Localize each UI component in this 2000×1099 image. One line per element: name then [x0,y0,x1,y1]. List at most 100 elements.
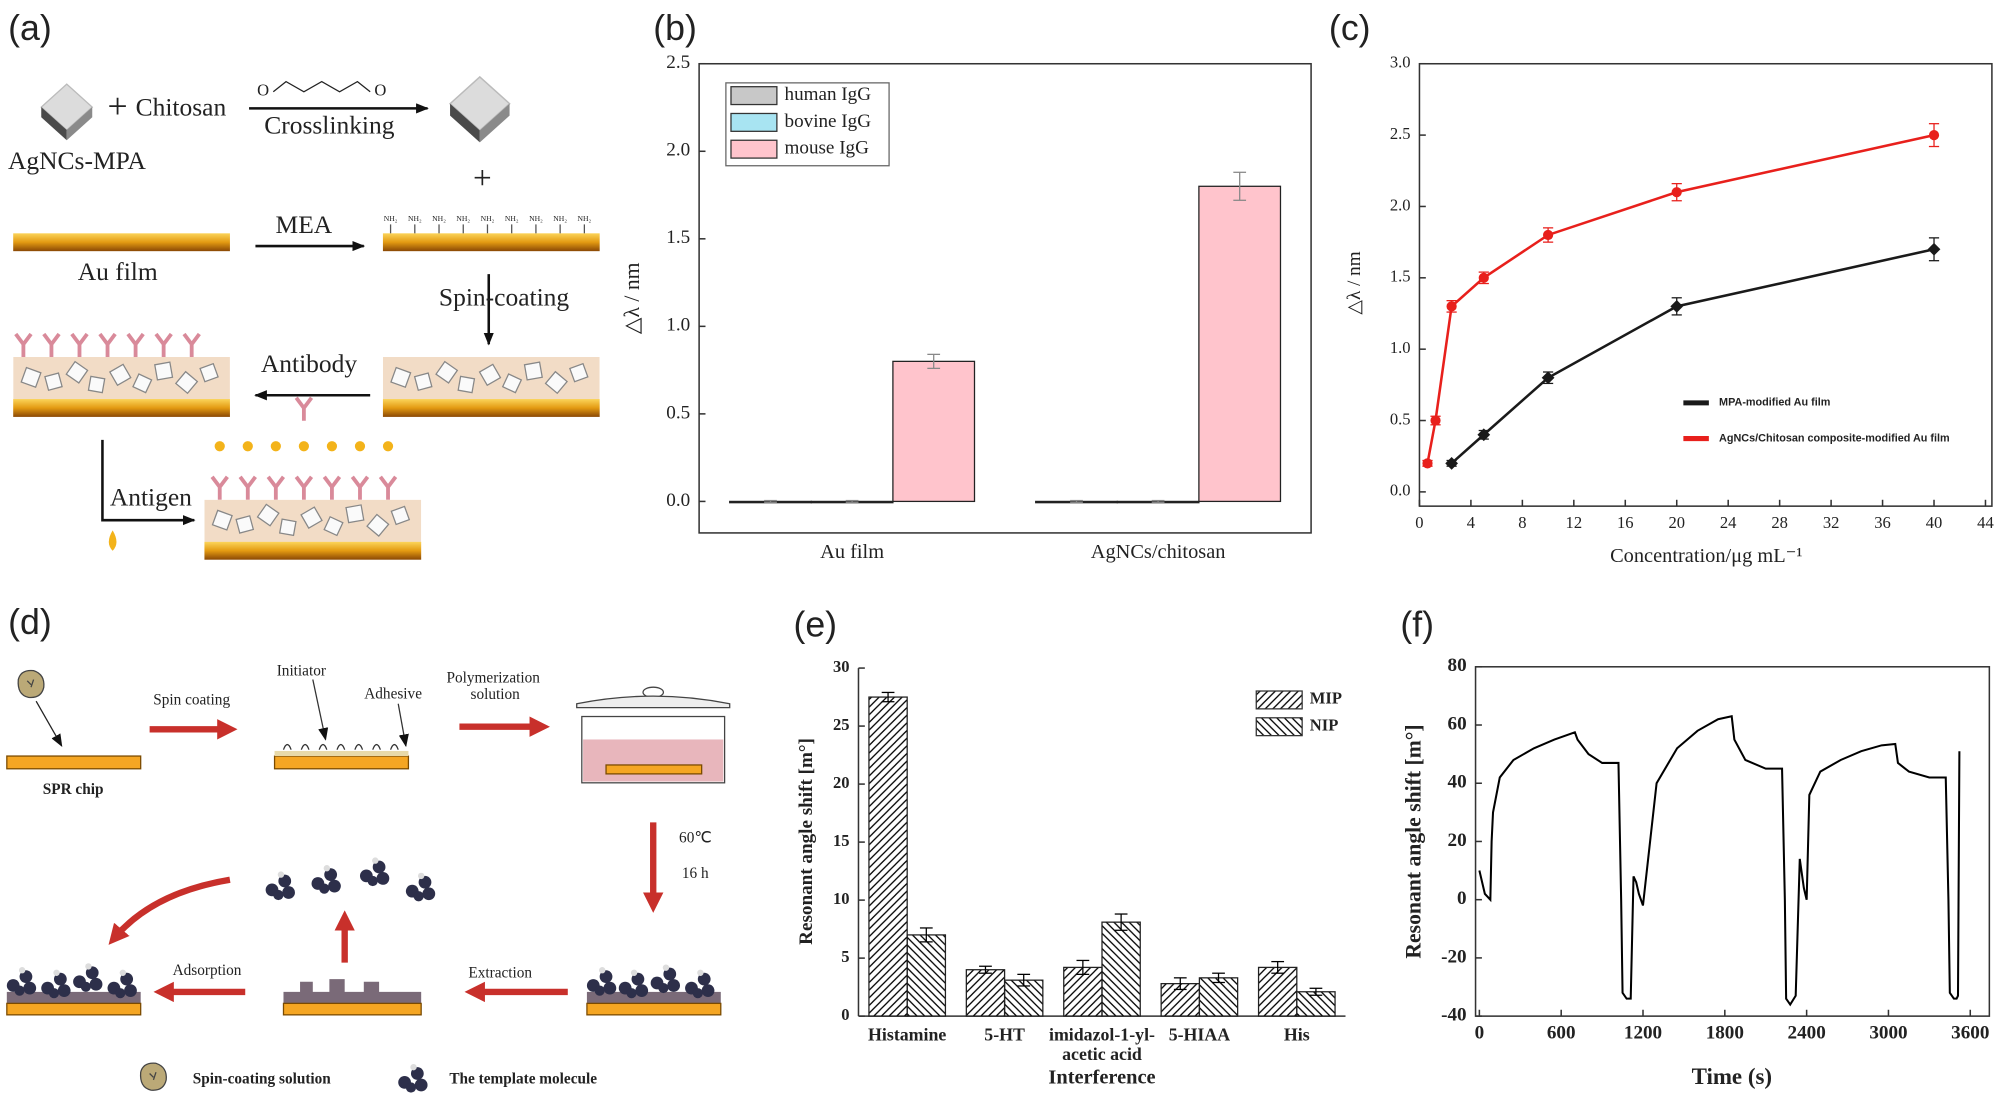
error-bar [1271,960,1285,974]
y-tick-label: 1.5 [1390,267,1411,286]
reagent-label: Chitosan [136,92,227,121]
au-film [382,399,600,417]
error-bar [979,965,992,974]
y-tick-label: 0.5 [666,402,690,423]
step-label: MEA [276,210,333,239]
legend-label: MIP [1310,689,1342,708]
arrow [35,700,63,747]
pointer [312,679,329,741]
legend-swatch [1255,690,1303,710]
x-tick-label: 1200 [1624,1022,1662,1043]
amine-label: NH₂ [553,214,567,223]
x-axis-label: Concentration/μg mL⁻¹ [1610,545,1802,567]
bar [892,360,976,503]
step-label: Spin-coating [439,282,569,311]
y-tick-label: -20 [1441,946,1466,967]
y-tick-label: 40 [1448,772,1467,793]
x-tick-label: 4 [1467,513,1476,532]
y-tick-label: 0 [841,1005,849,1024]
legend-label: human IgG [785,84,872,105]
imprinted-film [283,979,422,1004]
spr-chip [282,1002,422,1016]
error-bar [845,499,859,503]
x-tick-label: 8 [1518,513,1526,532]
y-tick-label: 2.0 [666,140,690,161]
y-tick-label: 20 [833,773,850,792]
y-tick-label: 1.5 [666,227,690,248]
point [1541,371,1555,385]
y-tick-label: 25 [833,715,850,734]
amine-label: NH₂ [432,214,446,223]
bar [868,696,908,1017]
y-tick-label: 2.5 [666,52,690,73]
y-axis-label: △λ / nm [1344,251,1365,314]
amine-label: NH₂ [505,214,519,223]
step-label: Antigen [110,483,192,512]
mip-film [586,991,721,1004]
legend-label: The template molecule [449,1070,597,1087]
chip-label: SPR chip [43,781,104,798]
series-line [1478,715,1961,1007]
step-label: Spin coating [153,692,230,709]
y-axis-label: Resonant angle shift [m°] [1402,724,1426,958]
initiator-label: Initiator [277,662,326,679]
composite-layer [13,357,230,400]
legend-label: mouse IgG [785,138,870,159]
point [1478,272,1489,283]
step-label: Antibody [261,349,358,378]
x-tick-label: AgNCs/chitosan [1091,541,1226,563]
x-tick-label: 5-HT [984,1025,1025,1045]
y-tick-label: 3.0 [1390,53,1411,72]
amine-label: NH₂ [529,214,543,223]
initiator-marks [282,743,399,750]
legend-swatch [730,112,778,132]
diagram-a: (a) + Chitosan AgNCs-MPA O O Crosslinkin… [8,8,600,560]
point [1928,130,1940,141]
y-tick-label: 80 [1448,655,1467,676]
pointer [397,703,409,748]
point [1430,415,1441,426]
point [1446,301,1457,312]
y-tick-label: 1.0 [666,315,690,336]
x-tick-label: 16 [1617,513,1634,532]
x-tick-label: 20 [1668,513,1685,532]
x-tick-label: 600 [1547,1022,1576,1043]
molecules [265,857,436,902]
legend-label: NIP [1310,716,1339,735]
bar [906,934,947,1017]
x-tick-label: 2400 [1788,1022,1826,1043]
plot-frame [1418,62,1993,507]
spr-chip [586,1002,722,1016]
y-axis-label: △λ / nm [620,262,644,334]
y-tick-label: -40 [1441,1005,1466,1026]
point [1422,458,1433,469]
bar [1257,966,1298,1017]
solution-icon [139,1062,167,1091]
panel-label: (e) [793,605,837,645]
x-tick-label: 40 [1926,513,1943,532]
x-tick-label: 5-HIAA [1169,1025,1231,1045]
au-film [13,399,230,417]
point [1671,187,1682,198]
series-line [1426,133,1935,464]
error-bar [1070,499,1083,503]
legend-swatch [730,86,778,106]
antibody-row [210,441,398,502]
error-bar [1114,913,1128,931]
legend-label: bovine IgG [785,111,872,132]
amine-row: NH₂ NH₂ NH₂ NH₂ NH₂ NH₂ NH₂ NH₂ NH₂ [384,214,592,234]
composite-layer [204,500,421,543]
y-tick-label: 20 [1448,830,1467,851]
red-arrow [108,876,231,945]
point [1445,456,1458,470]
y-tick-label: 15 [833,831,850,850]
legend-swatch [730,139,778,159]
x-tick-label: 0 [1475,1022,1485,1043]
y-tick-label: 0.0 [1390,481,1411,500]
mip-film [6,991,141,1004]
y-tick-label: 2.5 [1390,124,1411,143]
diagram-d: (d) SPR chip Spin coating Initiator Adhe… [6,602,731,1093]
x-tick-label: 0 [1415,513,1423,532]
y-tick-label: 2.0 [1390,195,1411,214]
